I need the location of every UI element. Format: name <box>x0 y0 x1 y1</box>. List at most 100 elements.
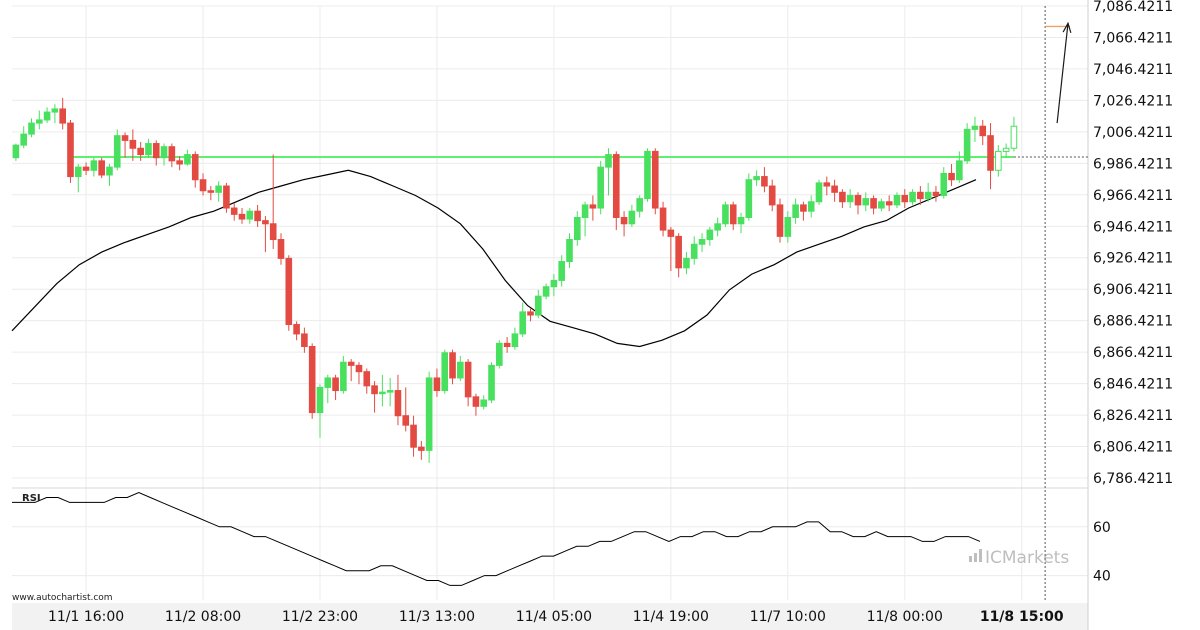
candle-body <box>488 364 495 401</box>
y-tick-label: 7,046.4211 <box>1093 62 1173 78</box>
forecast-arrow <box>1056 21 1072 124</box>
candle-body <box>269 223 277 241</box>
candle-body <box>230 207 238 215</box>
candle-body <box>184 154 191 165</box>
rsi-series <box>12 492 981 586</box>
candle-body <box>12 144 20 159</box>
candle-body <box>137 147 144 156</box>
candle-body <box>566 239 573 263</box>
candle-body <box>737 216 745 225</box>
x-tick-label: 11/3 13:00 <box>399 609 475 625</box>
watermark-bar-2 <box>974 553 977 562</box>
candle-body <box>121 135 129 141</box>
candle-body <box>301 333 308 348</box>
candle-body <box>807 201 815 212</box>
candle-body <box>831 185 838 193</box>
candle-body <box>846 194 854 203</box>
y-tick-label: 6,926.4211 <box>1093 251 1173 267</box>
candle-body <box>418 446 425 451</box>
candle-body <box>761 176 768 187</box>
candle-body <box>402 415 410 426</box>
candle-body <box>394 390 402 417</box>
candle-body <box>293 323 300 335</box>
candle-body <box>98 160 105 176</box>
moving-average-series <box>11 169 977 348</box>
candle-body <box>496 342 503 366</box>
candle-body <box>854 194 862 206</box>
rsi-tick-label: 40 <box>1093 569 1111 585</box>
y-tick-label: 6,946.4211 <box>1093 219 1173 235</box>
candle-body <box>457 361 464 379</box>
brand-watermark: ICMarkets <box>969 548 1069 568</box>
candle-body <box>449 352 456 379</box>
candle-body <box>246 210 254 220</box>
candle-body <box>683 257 690 269</box>
candle-body <box>82 166 90 171</box>
candle-body <box>1010 125 1018 149</box>
y-tick-label: 6,966.4211 <box>1093 188 1173 204</box>
candle-body <box>511 333 519 348</box>
x-tick-label: 11/8 15:00 <box>980 609 1064 625</box>
x-axis-ticks: 11/1 16:00 11/2 08:00 11/2 23:00 11/3 13:00… <box>48 609 1064 625</box>
candle-body <box>995 150 1002 171</box>
rsi-tick-label: 60 <box>1093 520 1111 536</box>
candle-body <box>550 279 558 288</box>
candle-body <box>332 377 339 392</box>
x-axis-strip <box>12 603 1088 630</box>
candle-body <box>176 160 183 165</box>
x-tick-label: 11/4 05:00 <box>516 609 592 625</box>
candle-body <box>956 160 963 181</box>
candle-body <box>628 210 636 225</box>
candle-body <box>215 185 222 193</box>
candle-body <box>581 204 589 218</box>
candle-body <box>932 191 940 196</box>
candle-body <box>636 198 643 212</box>
candle-body <box>573 216 581 241</box>
candle-body <box>316 386 324 414</box>
y-tick-label: 7,026.4211 <box>1093 93 1173 109</box>
candle-body <box>948 172 955 181</box>
candle-body <box>145 143 152 156</box>
candle-body <box>129 139 137 149</box>
candle-body <box>534 295 542 316</box>
candle-body <box>285 257 293 325</box>
candle-body <box>324 377 332 388</box>
y-tick-label: 7,086.4211 <box>1093 0 1173 15</box>
candle-body <box>90 160 98 171</box>
candle-body <box>262 220 269 225</box>
y-axis-ticks: 7,086.4211 7,066.4211 7,046.4211 7,026.4211… <box>1093 0 1173 585</box>
candle-body <box>340 361 347 392</box>
candle-body <box>35 119 43 124</box>
moving-average-line <box>11 169 977 348</box>
y-tick-label: 6,866.4211 <box>1093 345 1173 361</box>
candle-body <box>823 182 831 187</box>
candle-body <box>433 377 441 392</box>
candle-body <box>527 311 534 316</box>
candle-body <box>542 286 550 297</box>
candle-body <box>67 122 74 178</box>
candle-body <box>901 194 909 203</box>
candle-body <box>168 146 176 162</box>
candle-body <box>597 166 604 209</box>
candle-body <box>277 239 285 259</box>
candle-body <box>1002 147 1010 152</box>
rsi-label: RSI <box>22 493 41 504</box>
candle-body <box>675 235 682 269</box>
candle-body <box>800 204 807 212</box>
candle-body <box>698 239 706 245</box>
candle-body <box>425 377 433 451</box>
candle-body <box>589 204 597 209</box>
candle-body <box>612 154 620 218</box>
candle-body <box>605 154 612 168</box>
forecast-arrow-head <box>1062 21 1072 34</box>
candle-body <box>441 352 449 392</box>
watermark-bar-3 <box>979 549 982 562</box>
candle-body <box>729 204 737 225</box>
candle-body <box>558 261 566 281</box>
x-tick-label: 11/2 08:00 <box>165 609 241 625</box>
candle-body <box>909 191 916 203</box>
forecast-arrow-shaft <box>1056 23 1069 124</box>
candle-body <box>464 361 472 398</box>
